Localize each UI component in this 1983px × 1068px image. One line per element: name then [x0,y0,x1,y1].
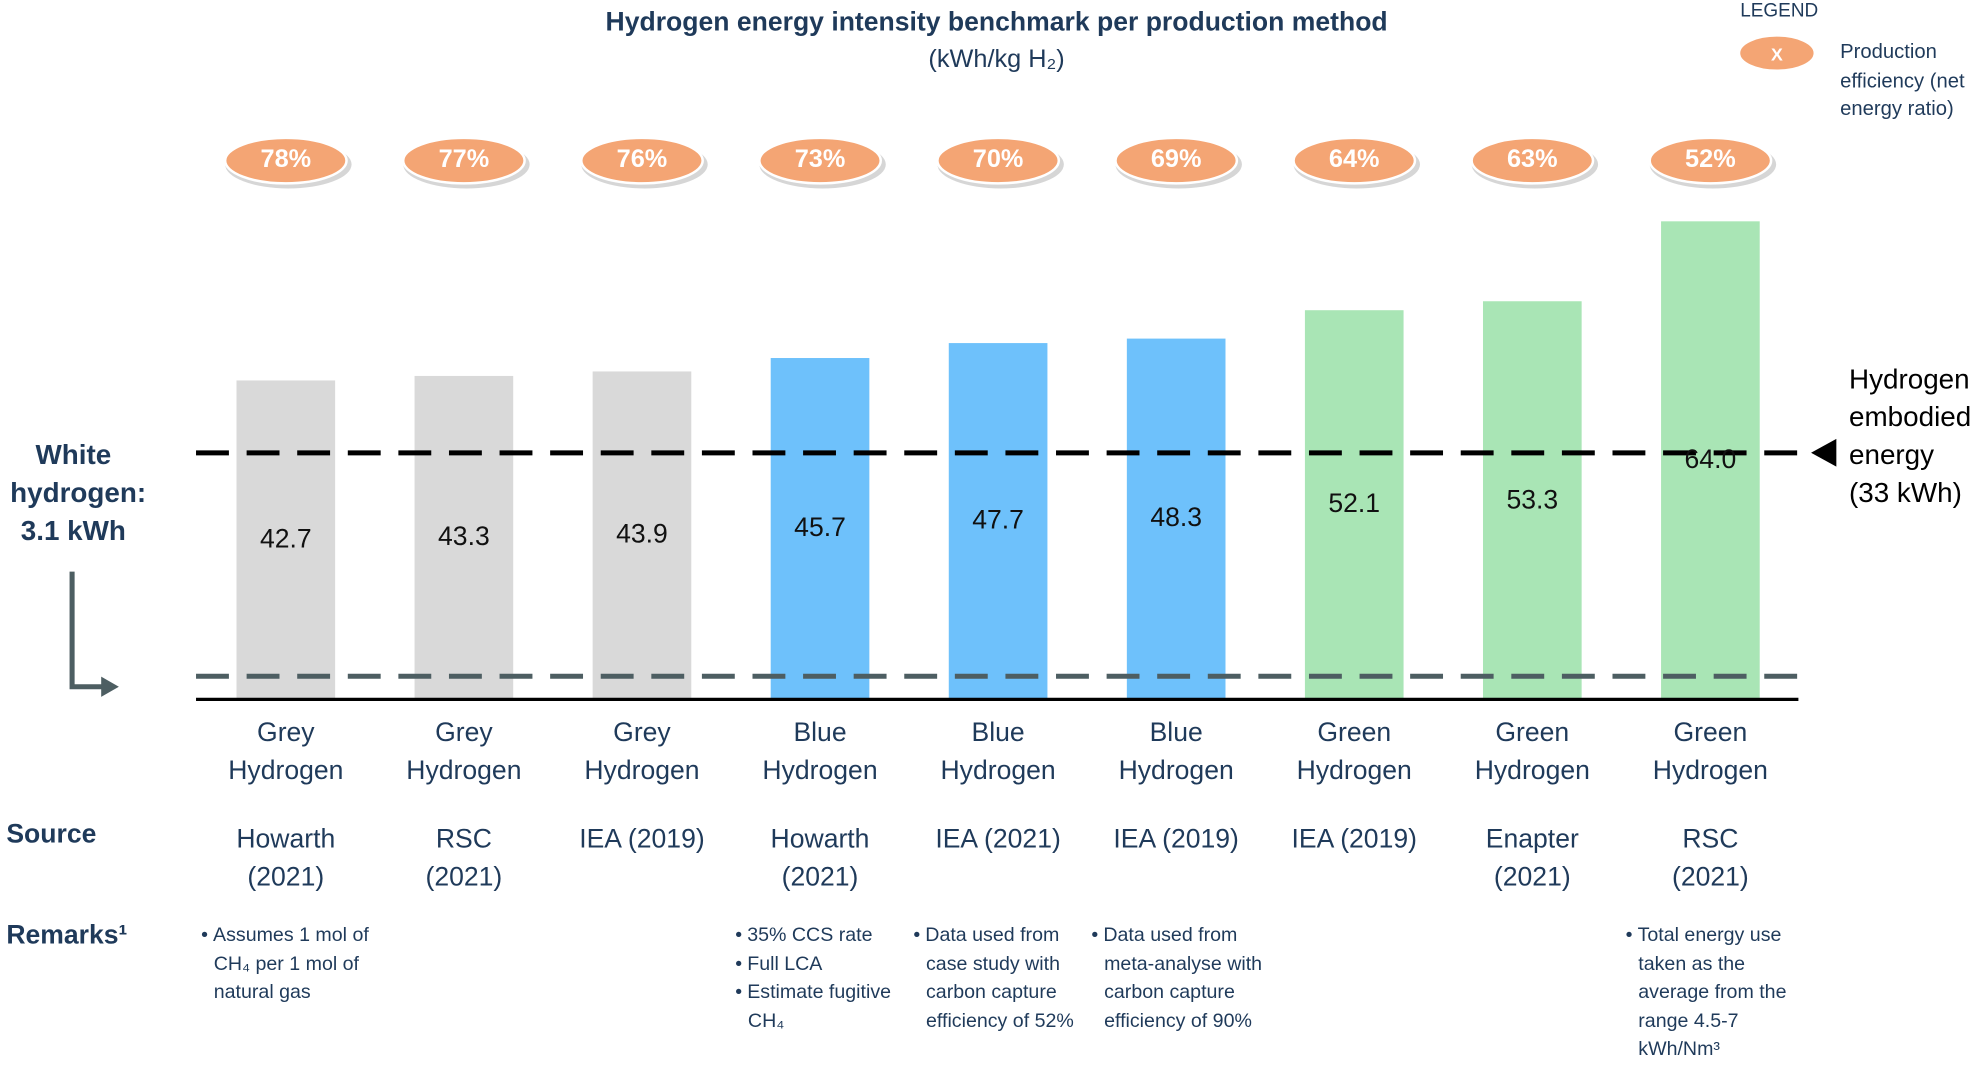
efficiency-badge [579,136,704,185]
source-label: IEA (2021) [935,824,1061,854]
legend-symbol-text: X [1771,45,1783,65]
x-tick-label: Grey Hydrogen [584,718,700,786]
remarks-list: Data used from case study with carbon ca… [913,922,1103,1036]
bar [948,343,1048,700]
x-tick-label: Blue Hydrogen [940,718,1056,786]
remarks-list: Total energy use taken as the average fr… [1626,922,1816,1064]
value-label: 42.7 [259,524,312,554]
x-tick-label: Green Hydrogen [1652,718,1768,786]
x-tick-label: Green Hydrogen [1296,718,1412,786]
x-tick-label: Blue Hydrogen [762,718,878,786]
remark: Full LCA [735,950,925,978]
reference-label: Hydrogen embodied energy (33 kWh) [1848,362,1972,509]
efficiency-label: 78% [260,145,312,174]
x-tick-label: Blue Hydrogen [1118,718,1234,786]
remarks-list: Data used from meta-analyse with carbon … [1091,922,1281,1036]
x-tick-label: Green Hydrogen [1474,718,1590,786]
value-label: 48.3 [1150,503,1203,533]
efficiency-badge [758,136,883,185]
efficiency-label: 52% [1685,145,1736,174]
efficiency-label: 77% [438,145,490,174]
remarks-row-label: Remarks¹ [6,920,128,950]
value-label: 45.7 [794,513,846,543]
source-label: IEA (2019) [1291,824,1417,854]
remarks-list: 35% CCS rateFull LCAEstimate fugitive CH… [735,922,925,1036]
bar [770,358,870,700]
remark: Data used from meta-analyse with carbon … [1091,922,1281,1036]
bar [414,375,514,700]
remark: Total energy use taken as the average fr… [1626,922,1816,1064]
efficiency-badge [1114,136,1239,185]
value-label: 64.0 [1684,445,1737,475]
embodied-arrow [1811,438,1837,467]
efficiency-badge [401,136,526,185]
bar [1661,221,1760,700]
source-label: RSC (2021) [425,824,503,892]
efficiency-badge [1292,136,1417,185]
source-label: IEA (2019) [1113,824,1239,854]
efficiency-badge [936,136,1061,185]
source-label: RSC (2021) [1671,824,1749,892]
bar [592,371,692,700]
efficiency-label: 69% [1150,145,1202,174]
efficiency-label: 63% [1506,145,1558,174]
bar [236,380,336,700]
legend-title: LEGEND [1740,0,1819,22]
value-label: 47.7 [972,506,1024,536]
efficiency-label: 73% [794,145,846,174]
efficiency-label: 70% [972,145,1024,174]
bar [1304,310,1404,700]
remarks-list: Assumes 1 mol of CH₄ per 1 mol of natura… [201,922,391,1007]
white-arrow-head [101,676,119,697]
x-tick-label: Grey Hydrogen [228,718,344,786]
bar [1482,301,1582,700]
reference-label: White hydrogen: 3.1 kWh [10,438,147,547]
x-tick-label: Grey Hydrogen [406,718,522,786]
efficiency-label: 64% [1328,145,1380,174]
white-arrow [69,571,107,690]
chart-subtitle: (kWh/kg H₂) [928,45,1065,74]
source-label: Howarth (2021) [770,824,870,892]
remark: Data used from case study with carbon ca… [913,922,1103,1036]
efficiency-label: 76% [616,145,668,174]
value-label: 53.3 [1506,485,1559,515]
remark: 35% CCS rate [735,922,925,950]
value-label: 52.1 [1328,489,1381,519]
chart-title: Hydrogen energy intensity benchmark per … [605,7,1388,37]
efficiency-badge [223,136,348,185]
value-label: 43.9 [616,520,668,550]
remark: Assumes 1 mol of CH₄ per 1 mol of natura… [201,922,391,1007]
efficiency-badge [1470,136,1595,185]
value-label: 43.3 [438,522,490,552]
source-row-label: Source [6,819,97,849]
source-label: Howarth (2021) [236,824,336,892]
legend-label: Production efficiency (net energy ratio) [1840,41,1965,121]
source-label: IEA (2019) [579,824,705,854]
legend-symbol [1737,34,1817,73]
remark: Estimate fugitive CH₄ [735,979,925,1036]
bar [1126,338,1226,700]
source-label: Enapter (2021) [1485,824,1579,892]
efficiency-badge [1648,136,1773,185]
